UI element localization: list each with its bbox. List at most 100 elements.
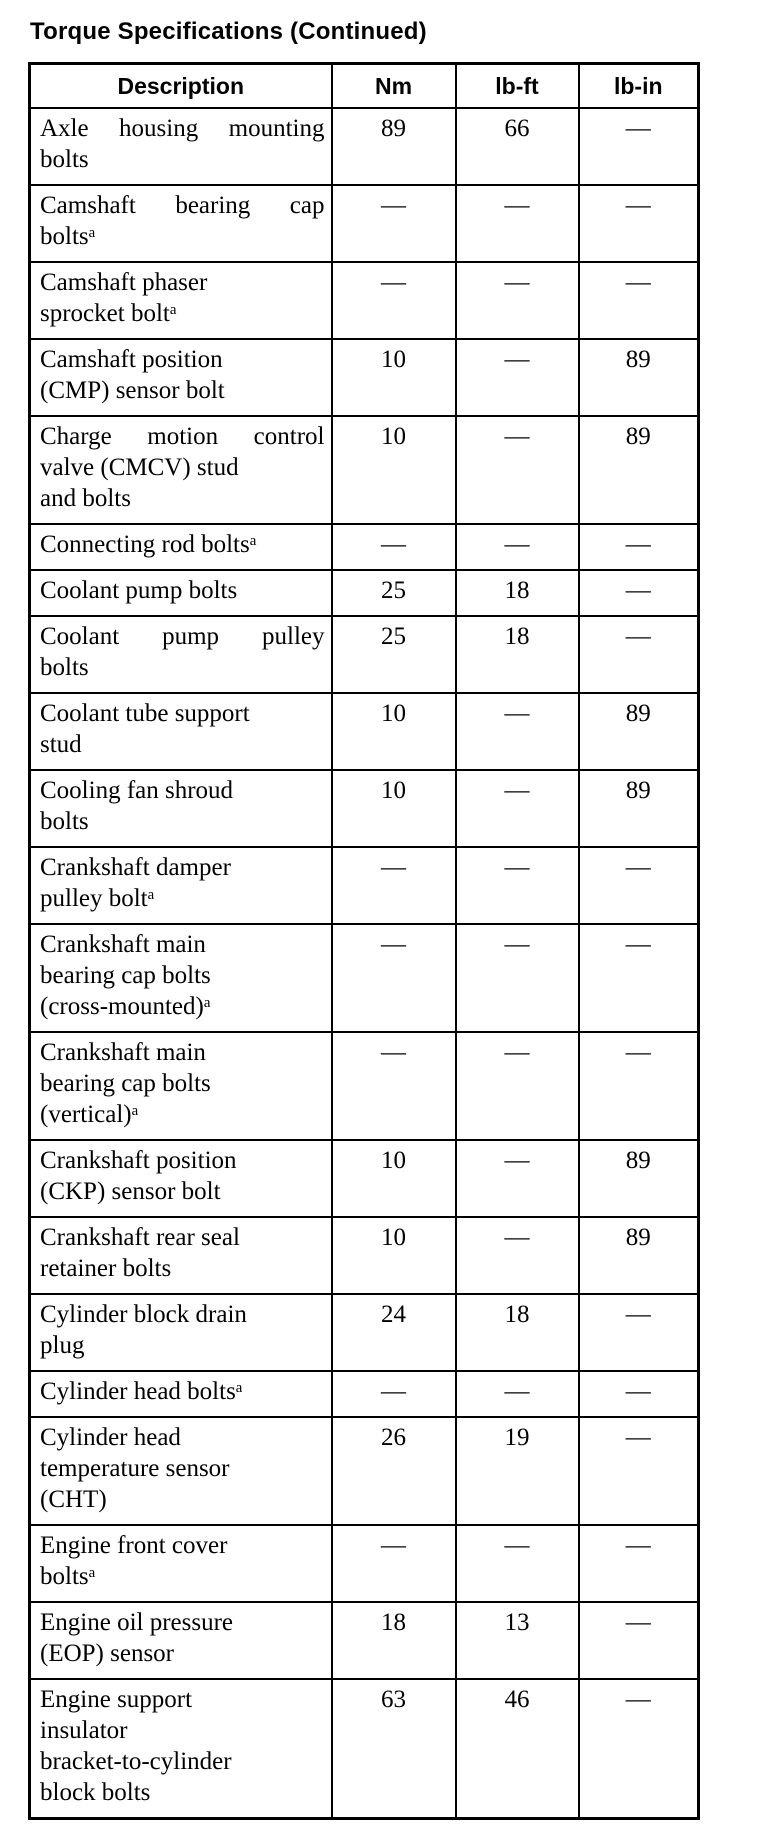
description-line: Crankshaft main [40,931,206,959]
description-line: Cooling fan shroud [40,777,234,805]
nm-cell: — [330,184,457,264]
lb-in-cell: — [577,1524,700,1604]
lb-in-cell: — [577,107,700,187]
lb-in-cell: — [577,569,700,618]
description-line: boltsᵃ [40,1563,96,1591]
nm-cell: 89 [330,107,457,187]
table-row: Coolant pump pulley bolts 25 18— [28,615,700,695]
lb-ft-cell: 18 [454,615,580,695]
table-row: Cooling fan shroud bolts 10—89 [28,769,700,849]
lb-ft-cell: — [454,923,580,1034]
nm-cell: 63 [330,1678,457,1820]
lb-in-cell: — [577,1370,700,1419]
column-header-lb-in: lb-in [577,62,700,110]
description-line: Coolant pump bolts [40,577,238,605]
nm-cell: 10 [330,338,457,418]
description-cell: Coolant tube support stud [28,692,333,772]
description-cell: Cylinder block drain plug [28,1293,333,1373]
description-line: and bolts [40,485,131,513]
description-cell: Cooling fan shroud bolts [28,769,333,849]
description-line: Crankshaft rear seal [40,1224,240,1252]
description-line: retainer bolts [40,1255,172,1283]
lb-ft-cell: — [454,1370,580,1419]
lb-in-cell: — [577,1031,700,1142]
table-row: Crankshaft main bearing cap bolts (vertica… [28,1031,700,1142]
description-cell: Axle housing mounting bolts [28,107,333,187]
description-cell: Engine front cover boltsᵃ [28,1524,333,1604]
table-row: Cylinder block drain plug 24 18— [28,1293,700,1373]
description-line: block bolts [40,1779,151,1807]
lb-ft-cell: — [454,1216,580,1296]
lb-in-cell: — [577,261,700,341]
lb-in-cell: — [577,1293,700,1373]
description-cell: Camshaft phaser sprocket boltᵃ [28,261,333,341]
description-line: Crankshaft position [40,1147,237,1175]
lb-in-cell: 89 [577,1139,700,1219]
lb-ft-cell: — [454,1139,580,1219]
nm-cell: 18 [330,1601,457,1681]
nm-cell: 24 [330,1293,457,1373]
description-line: Camshaft bearing cap [40,192,325,220]
description-cell: Crankshaft main bearing cap bolts (vertica… [28,1031,333,1142]
nm-cell: — [330,1031,457,1142]
nm-cell: 26 [330,1416,457,1527]
table-body: Axle housing mounting bolts 89 66— Camshaft … [28,107,700,1820]
lb-in-cell: — [577,615,700,695]
lb-in-cell: — [577,523,700,572]
description-line: bolts [40,654,89,682]
description-line: bracket-to-cylinder [40,1748,232,1776]
table-row: Axle housing mounting bolts 89 66— [28,107,700,187]
description-line: Crankshaft main [40,1039,206,1067]
table-row: Cylinder head temperature sensor (CHT) 26 19… [28,1416,700,1527]
description-cell: Crankshaft position (CKP) sensor bolt [28,1139,333,1219]
description-cell: Engine support insulator bracket-to-cylind… [28,1678,333,1820]
manual-page: Torque Specifications (Continued) Descri… [0,18,768,1821]
lb-ft-cell: — [454,261,580,341]
description-line: (CMP) sensor bolt [40,377,225,405]
table-row: Crankshaft position (CKP) sensor bolt 10—8… [28,1139,700,1219]
description-cell: Connecting rod boltsᵃ [28,523,333,572]
lb-ft-cell: 19 [454,1416,580,1527]
nm-cell: — [330,923,457,1034]
description-line: bolts [40,808,89,836]
nm-cell: — [330,261,457,341]
torque-spec-table: Description Nm lb-ft lb-in Axle housing … [28,61,700,1821]
table-row: Connecting rod boltsᵃ — — — [28,523,700,572]
description-line: (CKP) sensor bolt [40,1178,221,1206]
description-line: (vertical)ᵃ [40,1101,139,1129]
nm-cell: 10 [330,1216,457,1296]
description-line: stud [40,731,82,759]
description-line: bearing cap bolts [40,962,211,990]
description-cell: Cylinder head boltsᵃ [28,1370,333,1419]
description-line: Connecting rod boltsᵃ [40,531,257,559]
lb-in-cell: — [577,1678,700,1820]
lb-in-cell: — [577,923,700,1034]
nm-cell: — [330,1524,457,1604]
table-row: Camshaft position (CMP) sensor bolt 10—89 [28,338,700,418]
table-row: Crankshaft damper pulley boltᵃ — — — [28,846,700,926]
nm-cell: 10 [330,769,457,849]
description-cell: Coolant pump pulley bolts [28,615,333,695]
description-cell: Crankshaft damper pulley boltᵃ [28,846,333,926]
header-row: Description Nm lb-ft lb-in [28,62,700,110]
table-row: Engine front cover boltsᵃ — — — [28,1524,700,1604]
lb-in-cell: 89 [577,769,700,849]
table-row: Engine oil pressure (EOP) sensor 18 13— [28,1601,700,1681]
table-row: Crankshaft main bearing cap bolts (cross-m… [28,923,700,1034]
lb-ft-cell: — [454,769,580,849]
description-line: (EOP) sensor [40,1640,175,1668]
table-row: Coolant tube support stud 10—89 [28,692,700,772]
description-line: bolts [40,146,89,174]
lb-in-cell: 89 [577,1216,700,1296]
description-line: bearing cap bolts [40,1070,211,1098]
nm-cell: 25 [330,569,457,618]
nm-cell: 10 [330,1139,457,1219]
lb-in-cell: — [577,1416,700,1527]
description-line: Cylinder head boltsᵃ [40,1378,243,1406]
table-row: Camshaft phaser sprocket boltᵃ — — — [28,261,700,341]
description-line: pulley boltᵃ [40,885,155,913]
description-cell: Crankshaft main bearing cap bolts (cross-m… [28,923,333,1034]
lb-in-cell: — [577,184,700,264]
lb-ft-cell: — [454,184,580,264]
description-line: Charge motion control [40,423,325,451]
